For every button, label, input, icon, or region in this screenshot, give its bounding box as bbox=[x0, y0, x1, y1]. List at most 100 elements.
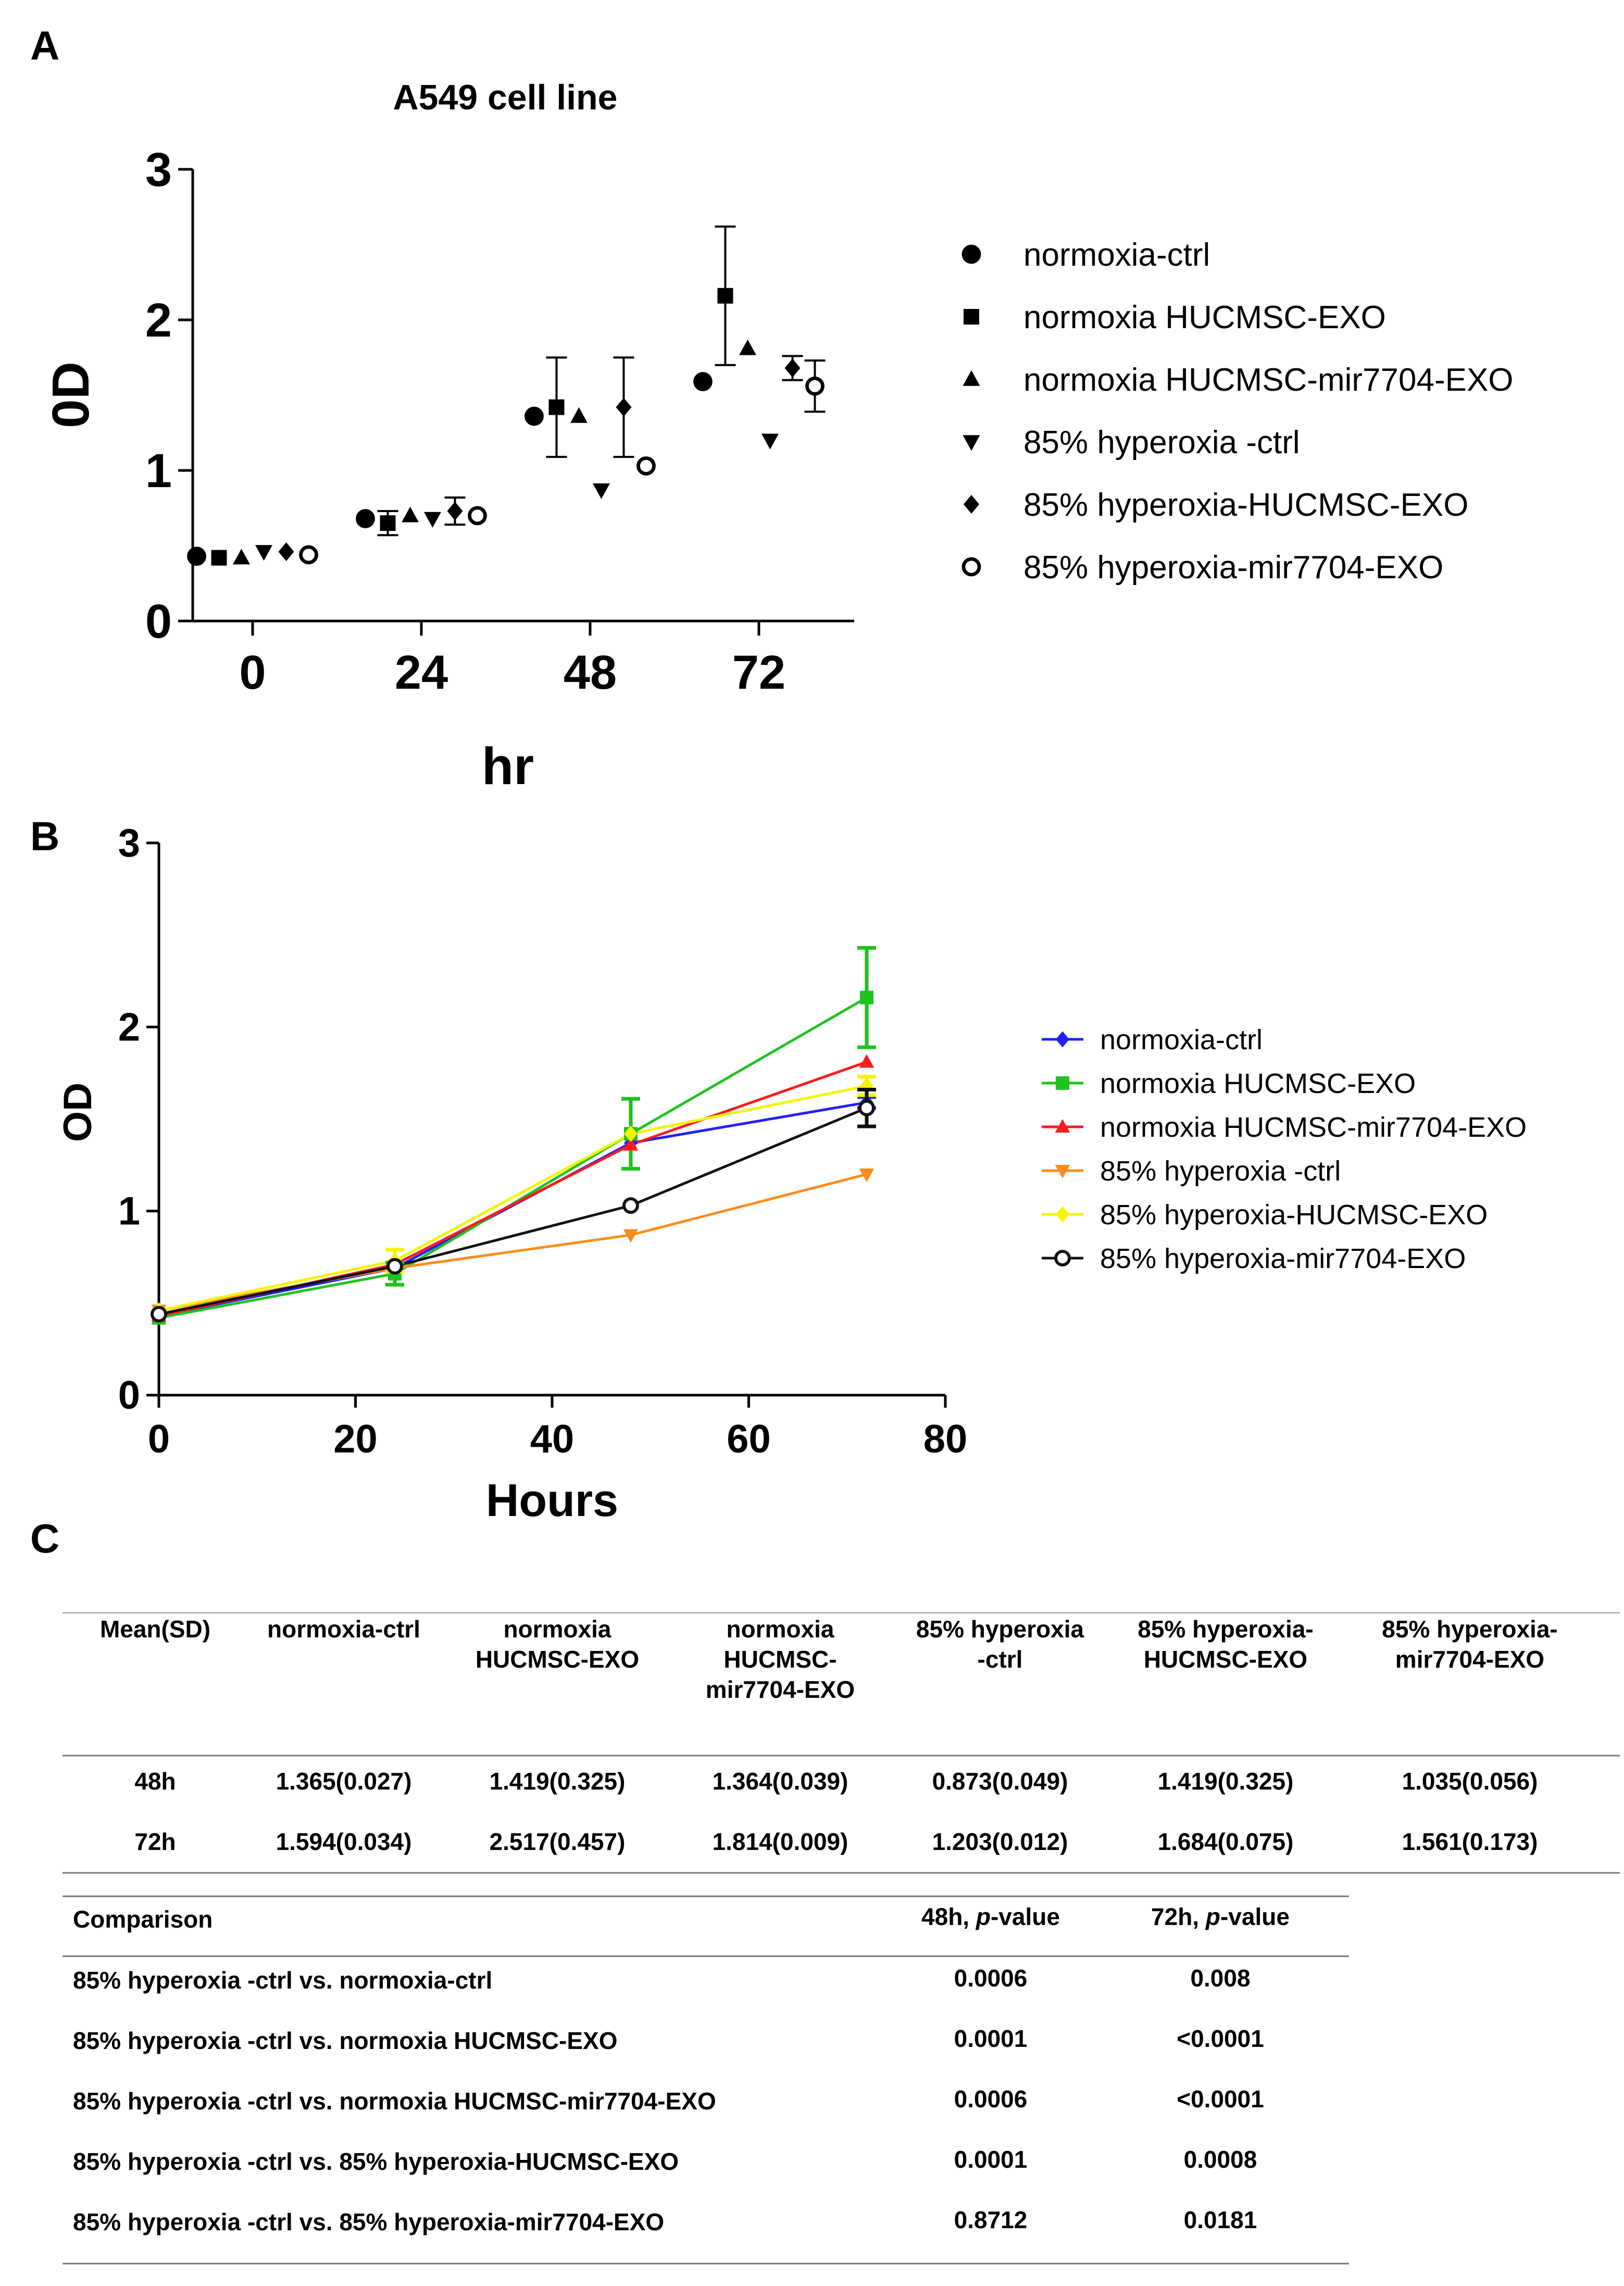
chart-b-legend-label: normoxia-ctrl bbox=[1100, 1024, 1263, 1055]
chart-b-x-tick-label: 80 bbox=[923, 1417, 968, 1461]
table-c-pvalue-72h: <0.0001 bbox=[1177, 2085, 1264, 2113]
table-c-data-cell: 1.365(0.027) bbox=[276, 1768, 412, 1795]
chart-b-point-normoxia-hucmsc-mir7704-exo bbox=[859, 1054, 875, 1068]
table-c-header-cell: -ctrl bbox=[978, 1646, 1023, 1673]
table-c-header-cell: HUCMSC-EXO bbox=[1144, 1646, 1307, 1673]
chart-a-title: A549 cell line bbox=[393, 78, 618, 117]
chart-b-x-tick-label: 40 bbox=[530, 1417, 574, 1461]
chart-b-y-tick-label: 2 bbox=[118, 1005, 140, 1049]
table-c-pvalue-72h: <0.0001 bbox=[1177, 2025, 1264, 2052]
chart-b-legend-marker bbox=[1055, 1119, 1070, 1133]
table-c-data-cell: 1.419(0.325) bbox=[1158, 1768, 1294, 1795]
table-c-header-cell: 85% hyperoxia bbox=[916, 1616, 1084, 1643]
table-c-pvalue-48h: 0.0001 bbox=[954, 2146, 1028, 2173]
chart-b-point-85-hyperoxia-mir7704-exo bbox=[622, 1197, 639, 1214]
table-c-comparison-label: 85% hyperoxia -ctrl vs. 85% hyperoxia-mi… bbox=[73, 2208, 664, 2235]
chart-b-point-85-hyperoxia-ctrl bbox=[623, 1229, 639, 1243]
chart-b-legend-marker bbox=[1054, 1250, 1071, 1266]
chart-a-legend-label: 85% hyperoxia -ctrl bbox=[1023, 425, 1300, 461]
chart-a-y-tick-label: 1 bbox=[145, 444, 172, 498]
chart-b-y-tick-label: 3 bbox=[118, 821, 140, 865]
chart-a-point-85-hyperoxia-hucmsc-exo bbox=[784, 358, 801, 378]
chart-a-point-normoxia-hucmsc-exo bbox=[717, 288, 733, 304]
chart-a-point-normoxia-ctrl bbox=[693, 372, 713, 391]
table-c-data-cell: 1.364(0.039) bbox=[713, 1768, 848, 1795]
table-c-pvalue-header: 72h, p-value bbox=[1151, 1903, 1290, 1930]
chart-b-point-85-hyperoxia-hucmsc-exo bbox=[624, 1125, 638, 1142]
chart-b-legend-marker bbox=[1056, 1076, 1069, 1090]
chart-b-x-tick-label: 60 bbox=[727, 1417, 771, 1461]
chart-b-line-normoxia-ctrl bbox=[158, 1101, 867, 1318]
chart-a-point-85-hyperoxia-ctrl bbox=[761, 433, 779, 450]
chart-a-point-normoxia-hucmsc-mir7704-exo bbox=[233, 549, 250, 565]
table-c-comparison-label: 85% hyperoxia -ctrl vs. normoxia-ctrl bbox=[73, 1967, 492, 1994]
chart-a-point-normoxia-hucmsc-exo bbox=[211, 550, 227, 566]
table-c-pvalue-72h: 0.008 bbox=[1190, 1965, 1250, 1992]
chart-a-scatter: A549 cell line 0 1 2 3 0 24 48 72 hr 0D normoxia-ct… bbox=[42, 78, 1514, 796]
table-c-pvalue-48h: 0.0001 bbox=[954, 2025, 1028, 2052]
table-c-pvalue-48h: 0.0006 bbox=[954, 1965, 1028, 1992]
chart-a-point-85-hyperoxia-mir7704-exo bbox=[636, 456, 656, 476]
table-c-header-cell: mir7704-EXO bbox=[706, 1676, 855, 1703]
chart-b-x-tick-label: 0 bbox=[148, 1417, 170, 1461]
chart-a-point-normoxia-hucmsc-mir7704-exo bbox=[402, 506, 419, 523]
chart-a-legend-label: 85% hyperoxia-HUCMSC-EXO bbox=[1023, 487, 1468, 523]
chart-a-legend-marker bbox=[961, 557, 981, 577]
table-c-header-cell: mir7704-EXO bbox=[1395, 1646, 1544, 1673]
chart-b-line-85-hyperoxia-ctrl bbox=[158, 1173, 867, 1312]
chart-b-line-85-hyperoxia-hucmsc-exo bbox=[158, 1084, 867, 1312]
chart-b-legend-marker bbox=[1056, 1031, 1069, 1048]
table-c-data-cell: 0.873(0.049) bbox=[932, 1768, 1068, 1795]
table-c-data-cell: 72h bbox=[134, 1828, 176, 1855]
chart-a-point-normoxia-hucmsc-exo bbox=[548, 399, 565, 415]
chart-a-legend-label: normoxia HUCMSC-mir7704-EXO bbox=[1023, 362, 1514, 398]
chart-b-line-normoxia-hucmsc-mir7704-exo bbox=[158, 1061, 867, 1318]
table-c-comparison-label: 85% hyperoxia -ctrl vs. normoxia HUCMSC-… bbox=[73, 2088, 716, 2115]
chart-b-y-tick-label: 0 bbox=[118, 1373, 140, 1418]
chart-a-legend-label: 85% hyperoxia-mir7704-EXO bbox=[1023, 550, 1443, 586]
chart-a-point-85-hyperoxia-ctrl bbox=[424, 512, 441, 528]
chart-b-y-tick-label: 1 bbox=[118, 1189, 140, 1234]
chart-a-point-normoxia-hucmsc-mir7704-exo bbox=[570, 407, 588, 423]
chart-b-line-85-hyperoxia-mir7704-exo bbox=[158, 1107, 867, 1315]
chart-a-x-tick-label: 72 bbox=[732, 646, 785, 699]
table-c-pvalue-header-p: p bbox=[975, 1903, 991, 1930]
chart-b-legend-marker bbox=[1055, 1164, 1070, 1178]
chart-a-y-tick-label: 3 bbox=[145, 143, 172, 196]
table-c-comparison-header: Comparison bbox=[73, 1906, 213, 1933]
table-c-header-cell: normoxia-ctrl bbox=[267, 1616, 420, 1643]
chart-b-point-85-hyperoxia-ctrl bbox=[859, 1168, 875, 1182]
chart-a-point-85-hyperoxia-ctrl bbox=[255, 545, 272, 561]
chart-b-point-85-hyperoxia-mir7704-exo bbox=[858, 1099, 875, 1116]
chart-a-point-normoxia-ctrl bbox=[356, 509, 375, 528]
table-c-header-cell: normoxia bbox=[503, 1616, 611, 1643]
chart-a-point-85-hyperoxia-mir7704-exo bbox=[805, 376, 825, 396]
table-c-pvalue-header-prefix: 48h, bbox=[921, 1903, 976, 1930]
table-c-pvalue-header-suffix: -value bbox=[1220, 1903, 1290, 1930]
panel-label-c: C bbox=[30, 1515, 60, 1561]
chart-b-line-normoxia-hucmsc-exo bbox=[158, 996, 868, 1320]
chart-a-y-label: 0D bbox=[42, 362, 100, 428]
chart-a-x-tick-label: 0 bbox=[239, 646, 266, 699]
table-c-pvalue-header-p: p bbox=[1205, 1903, 1220, 1930]
table-c-comparison-label: 85% hyperoxia -ctrl vs. 85% hyperoxia-HU… bbox=[73, 2148, 679, 2175]
panel-label-a: A bbox=[30, 22, 60, 68]
chart-a-point-85-hyperoxia-hucmsc-exo bbox=[447, 502, 463, 521]
chart-b-y-label: OD bbox=[56, 1083, 100, 1142]
table-c-pvalue-48h: 0.0006 bbox=[954, 2085, 1028, 2113]
chart-a-point-normoxia-hucmsc-mir7704-exo bbox=[739, 339, 756, 355]
table-c-pvalue-header-prefix: 72h, bbox=[1151, 1903, 1206, 1930]
chart-a-x-label: hr bbox=[482, 737, 534, 796]
chart-b-x-tick-label: 20 bbox=[333, 1417, 378, 1461]
chart-a-point-normoxia-hucmsc-exo bbox=[380, 515, 396, 531]
table-c-pvalue-48h: 0.8712 bbox=[954, 2206, 1028, 2233]
chart-a-point-normoxia-ctrl bbox=[187, 546, 206, 566]
chart-a-point-85-hyperoxia-hucmsc-exo bbox=[616, 397, 632, 417]
table-c-header-cell: HUCMSC- bbox=[723, 1646, 836, 1673]
chart-a-y-tick-label: 2 bbox=[145, 294, 172, 347]
table-c-data-cell: 1.419(0.325) bbox=[490, 1768, 626, 1795]
chart-b-legend-label: 85% hyperoxia-mir7704-EXO bbox=[1100, 1243, 1466, 1274]
table-c-comparison-label: 85% hyperoxia -ctrl vs. normoxia HUCMSC-… bbox=[73, 2027, 618, 2054]
chart-a-x-tick-label: 24 bbox=[395, 646, 448, 699]
table-c-header-cell: normoxia bbox=[726, 1616, 834, 1643]
